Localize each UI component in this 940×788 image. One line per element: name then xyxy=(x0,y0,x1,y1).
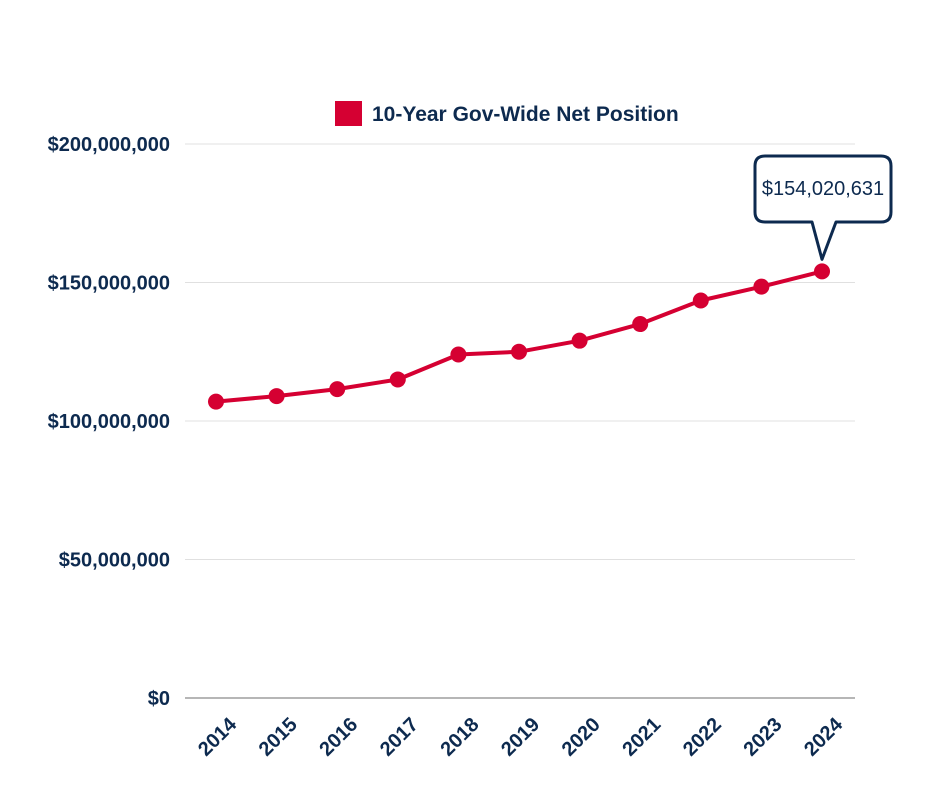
legend-label: 10-Year Gov-Wide Net Position xyxy=(372,103,679,126)
gridlines xyxy=(185,143,855,560)
data-point xyxy=(268,388,285,405)
x-tick-label: 2023 xyxy=(740,714,787,761)
data-point xyxy=(692,292,709,309)
x-axis-tick-labels: 2014 2015 2016 2017 2018 2019 2020 2021 2022 2023… xyxy=(194,713,848,761)
callout-box xyxy=(753,154,893,261)
x-tick-label: 2018 xyxy=(437,714,484,761)
x-tick-label: 2021 xyxy=(618,714,665,761)
data-callout: $154,020,631 xyxy=(753,154,893,261)
x-tick-label: 2016 xyxy=(315,714,362,761)
x-tick-label: 2017 xyxy=(376,714,423,761)
x-tick-label: 2015 xyxy=(255,714,302,761)
data-point xyxy=(814,263,830,280)
x-tick-label: 2020 xyxy=(558,714,605,761)
legend: 10-Year Gov-Wide Net Position xyxy=(335,101,679,126)
data-point xyxy=(511,343,527,360)
y-axis-tick-labels: $0 $50,000,000 $100,000,000 $150,000,000 $20… xyxy=(48,134,170,710)
callout-label: $154,020,631 xyxy=(762,178,884,200)
y-tick-label: $50,000,000 xyxy=(59,550,170,572)
series-line xyxy=(214,269,824,404)
data-point xyxy=(208,393,224,410)
x-tick-label: 2022 xyxy=(679,714,726,761)
data-points xyxy=(208,263,830,410)
data-point xyxy=(329,381,346,398)
data-point xyxy=(450,346,467,363)
y-tick-label: $100,000,000 xyxy=(48,411,170,433)
y-tick-label: $0 xyxy=(148,688,170,710)
data-point xyxy=(632,316,649,333)
y-tick-label: $200,000,000 xyxy=(48,134,170,156)
x-tick-label: 2014 xyxy=(194,713,242,761)
legend-swatch xyxy=(335,101,362,126)
x-tick-label: 2019 xyxy=(497,714,544,761)
data-point xyxy=(571,332,588,349)
data-point xyxy=(389,371,406,388)
x-tick-label: 2024 xyxy=(800,713,848,761)
y-tick-label: $150,000,000 xyxy=(48,273,170,295)
data-point xyxy=(753,278,770,295)
